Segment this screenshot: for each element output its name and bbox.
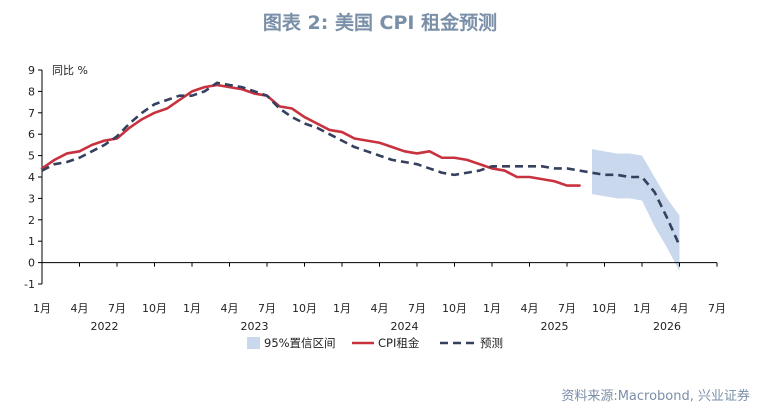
- x-tick-label: 4月: [221, 302, 239, 315]
- y-tick-label: 3: [28, 192, 35, 205]
- x-tick-label: 7月: [258, 302, 276, 315]
- x-tick-label: 1月: [633, 302, 651, 315]
- x-year-label: 2023: [241, 320, 269, 333]
- source-note: 资料来源:Macrobond, 兴业证券: [561, 389, 750, 404]
- y-tick-label: 7: [28, 107, 35, 120]
- x-tick-label: 7月: [408, 302, 426, 315]
- x-year-label: 2025: [541, 320, 569, 333]
- x-year-label: 2022: [91, 320, 119, 333]
- chart-title: 图表 2: 美国 CPI 租金预测: [262, 12, 498, 34]
- y-tick-label: 0: [28, 257, 35, 270]
- x-tick-label: 4月: [371, 302, 389, 315]
- forecast-series-line: [41, 81, 681, 247]
- y-tick-label: 2: [28, 214, 35, 227]
- x-tick-label: 4月: [71, 302, 89, 315]
- x-tick-label: 4月: [671, 302, 689, 315]
- x-year-label: 2024: [391, 320, 419, 333]
- x-tick-label: 1月: [33, 302, 51, 315]
- x-tick-label: 7月: [558, 302, 576, 315]
- y-tick-label: 8: [28, 85, 35, 98]
- legend-forecast-label: 预测: [480, 336, 503, 350]
- x-tick-label: 10月: [292, 302, 317, 315]
- y-tick-label: 6: [28, 128, 35, 141]
- x-tick-label: 1月: [183, 302, 201, 315]
- legend: 95%置信区间 CPI租金 预测: [247, 336, 503, 350]
- legend-band-swatch: [247, 337, 260, 349]
- legend-cpi-label: CPI租金: [378, 336, 420, 350]
- y-tick-label: 9: [28, 64, 35, 77]
- x-year-label: 2026: [653, 320, 681, 333]
- confidence-band-area: [592, 149, 680, 272]
- cpi-rent-series-line: [40, 83, 581, 187]
- x-tick-label: 1月: [333, 302, 351, 315]
- legend-band-label: 95%置信区间: [264, 336, 336, 350]
- x-tick-label: 7月: [708, 302, 726, 315]
- y-tick-label: -1: [24, 278, 35, 291]
- y-tick-label: 5: [28, 150, 35, 163]
- y-tick-label: 4: [28, 171, 35, 184]
- band-layer: [592, 149, 680, 272]
- x-tick-label: 10月: [142, 302, 167, 315]
- y-tick-label: 1: [28, 235, 35, 248]
- x-tick-label: 10月: [592, 302, 617, 315]
- y-axis-label: 同比 %: [52, 64, 88, 77]
- x-axis: 1月 4月 7月 10月 1月 4月 7月 10月 1月 4月 7月 10月 1月 4月 7月 10月 1月 4月…: [33, 262, 726, 333]
- x-tick-label: 1月: [483, 302, 501, 315]
- series-layer: [40, 81, 681, 247]
- x-tick-label: 4月: [521, 302, 539, 315]
- y-axis: -1 0 1 2 3 4 5 6 7 8 9: [24, 64, 43, 291]
- x-tick-label: 10月: [442, 302, 467, 315]
- x-tick-label: 7月: [108, 302, 126, 315]
